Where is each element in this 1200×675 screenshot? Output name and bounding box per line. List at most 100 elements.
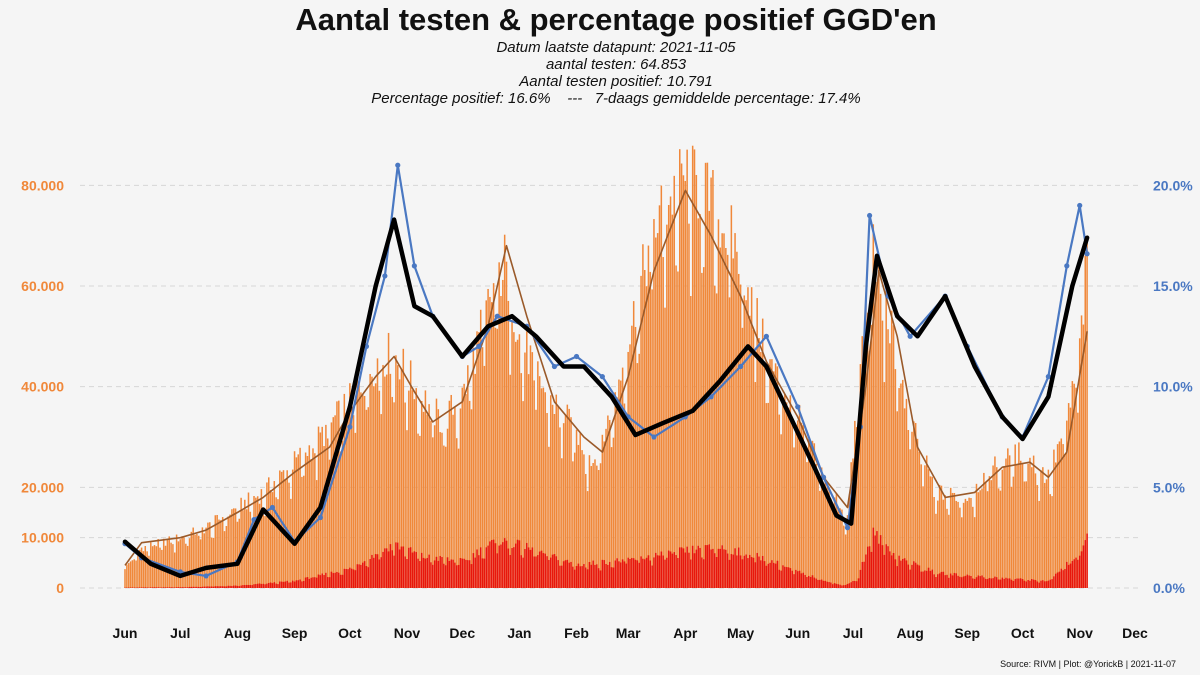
tests-bar <box>1051 496 1053 588</box>
tests-bar <box>894 369 897 588</box>
positive-bar <box>306 577 309 588</box>
tests-bar <box>607 415 609 588</box>
tests-bar <box>656 233 659 588</box>
tests-bar <box>973 517 976 588</box>
positive-bar <box>599 570 602 588</box>
positive-bar <box>736 555 738 588</box>
positive-bar <box>533 556 535 588</box>
positive-bar <box>463 558 465 588</box>
tests-bar <box>970 498 972 588</box>
tests-bar <box>500 296 502 588</box>
positive-bar <box>935 577 937 588</box>
tests-bar <box>472 347 475 588</box>
positive-bar <box>796 571 799 588</box>
tests-bar <box>1016 464 1018 588</box>
tests-bar <box>218 519 220 588</box>
positive-bar <box>861 561 863 588</box>
positive-bar <box>673 552 675 588</box>
positive-bar <box>164 587 167 588</box>
positive-bar <box>435 556 438 588</box>
positive-bar <box>238 586 241 588</box>
tests-bar <box>197 535 200 588</box>
positive-bar <box>752 557 755 588</box>
tests-bar <box>251 519 253 588</box>
tests-bar <box>126 564 128 588</box>
positive-bar <box>647 555 650 588</box>
chart-subtitle-4: Percentage positief: 16.6% --- 7-daags g… <box>371 90 860 107</box>
tests-bar <box>350 395 353 588</box>
positive-bar <box>714 553 716 588</box>
positive-bar <box>197 586 200 588</box>
positive-bar <box>651 565 653 588</box>
positive-bar <box>964 575 967 588</box>
tests-bar <box>1066 420 1068 588</box>
positive-bar <box>876 531 878 588</box>
tests-bar <box>542 387 545 588</box>
positive-bar <box>500 544 502 588</box>
tests-bar <box>625 417 628 588</box>
tests-bar <box>900 383 902 588</box>
tests-bar <box>960 517 963 588</box>
positive-bar <box>531 547 534 588</box>
positive-bar <box>315 577 318 588</box>
tests-bar <box>468 400 471 588</box>
positive-bar <box>365 566 368 588</box>
positive-bar <box>697 545 699 588</box>
tests-bar <box>994 456 996 588</box>
tests-bar <box>478 332 480 588</box>
positive-bar <box>922 571 924 588</box>
positive-bar <box>400 546 403 588</box>
tests-bar <box>861 336 863 588</box>
tests-bar <box>813 443 816 588</box>
positive-bar <box>183 587 185 588</box>
tests-bar <box>879 293 882 588</box>
positive-bar <box>951 575 954 588</box>
positive-bar <box>695 549 698 588</box>
tests-bar <box>378 390 381 588</box>
percentage-point <box>763 333 769 339</box>
tests-bar <box>898 388 900 588</box>
positive-bar <box>170 587 172 588</box>
positive-bar <box>509 554 511 588</box>
tests-bar <box>679 149 681 588</box>
tests-bar <box>957 501 959 588</box>
positive-bar <box>487 545 489 588</box>
positive-bar <box>819 579 821 588</box>
tests-bar <box>179 539 182 588</box>
tests-bar <box>1077 412 1079 588</box>
tests-bar <box>175 534 178 588</box>
positive-bar <box>913 561 915 588</box>
positive-bar <box>402 546 405 588</box>
positive-bar <box>175 587 178 588</box>
tests-bar <box>763 364 766 588</box>
tests-bar <box>551 404 554 588</box>
tests-bar <box>767 402 769 588</box>
tests-bar <box>376 358 379 588</box>
tests-bar <box>168 536 170 588</box>
tests-bar <box>450 394 452 588</box>
positive-bar <box>979 576 981 588</box>
tests-bar <box>572 461 574 588</box>
positive-bar <box>1086 533 1088 588</box>
positive-bar <box>1064 568 1066 588</box>
tests-bar <box>664 307 666 588</box>
tests-bar <box>183 537 185 588</box>
positive-bar <box>255 584 257 588</box>
tests-bar <box>358 383 360 588</box>
tests-bar <box>186 545 189 588</box>
tests-bar <box>710 177 712 588</box>
chart-subtitle-1: Datum laatste datapunt: 2021-11-05 <box>496 39 736 56</box>
positive-bar <box>253 584 255 588</box>
positive-bar <box>220 586 222 588</box>
positive-bar <box>911 564 913 588</box>
positive-bar <box>561 565 563 588</box>
positive-bar <box>146 587 148 588</box>
positive-bar <box>813 577 816 588</box>
tests-bar <box>566 404 569 588</box>
positive-bar <box>920 571 922 588</box>
tests-bar <box>1029 457 1031 588</box>
positive-bar <box>264 584 266 588</box>
tests-bar <box>782 400 784 588</box>
positive-bar <box>649 560 652 588</box>
tests-bar <box>1084 255 1086 588</box>
